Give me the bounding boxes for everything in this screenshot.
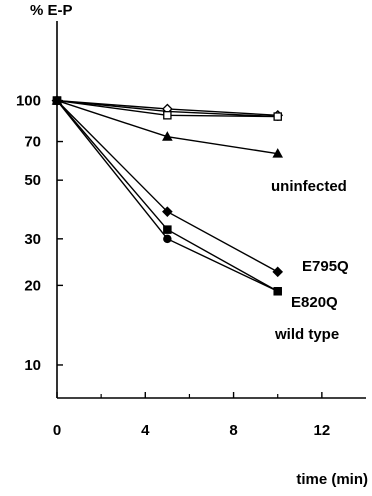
series-circle-filled (52, 96, 282, 296)
series-diamond-filled (51, 95, 284, 278)
axes: 10 20 30 50 70 100 0 4 8 12 (16, 21, 366, 439)
y-tick-label: 100 (16, 93, 41, 110)
x-tick-label: 12 (314, 422, 331, 439)
y-axis-label: % E-P (30, 2, 73, 19)
data-point (272, 148, 284, 158)
data-point (52, 96, 62, 105)
series-line (56, 100, 279, 292)
y-tick-label: 20 (24, 277, 41, 294)
series-square-filled (52, 96, 282, 296)
annotation-e795q: E795Q (302, 258, 349, 275)
data-point (272, 266, 284, 278)
data-point (162, 131, 173, 141)
y-tick-label: 10 (24, 357, 41, 374)
data-point (273, 287, 282, 296)
data-point (163, 234, 172, 244)
labels: % E-P time (min) uninfected E795Q E820Q … (30, 2, 368, 488)
data-point (273, 112, 282, 121)
data-point (162, 206, 173, 218)
x-tick-label: 4 (141, 422, 150, 439)
data-point (163, 225, 172, 234)
annotation-uninfected: uninfected (271, 178, 347, 195)
annotation-e820q: E820Q (291, 294, 338, 311)
y-tick-label: 30 (24, 231, 41, 248)
data-point (163, 111, 172, 120)
series-line (56, 100, 279, 292)
y-tick-label: 50 (24, 172, 41, 189)
annotation-wild-type: wild type (274, 326, 339, 343)
x-tick-label: 0 (53, 422, 61, 439)
x-tick-label: 8 (229, 422, 237, 439)
series-group (51, 95, 284, 296)
x-axis-label: time (min) (296, 471, 368, 488)
series-line (56, 100, 279, 273)
y-tick-label: 70 (24, 134, 41, 151)
